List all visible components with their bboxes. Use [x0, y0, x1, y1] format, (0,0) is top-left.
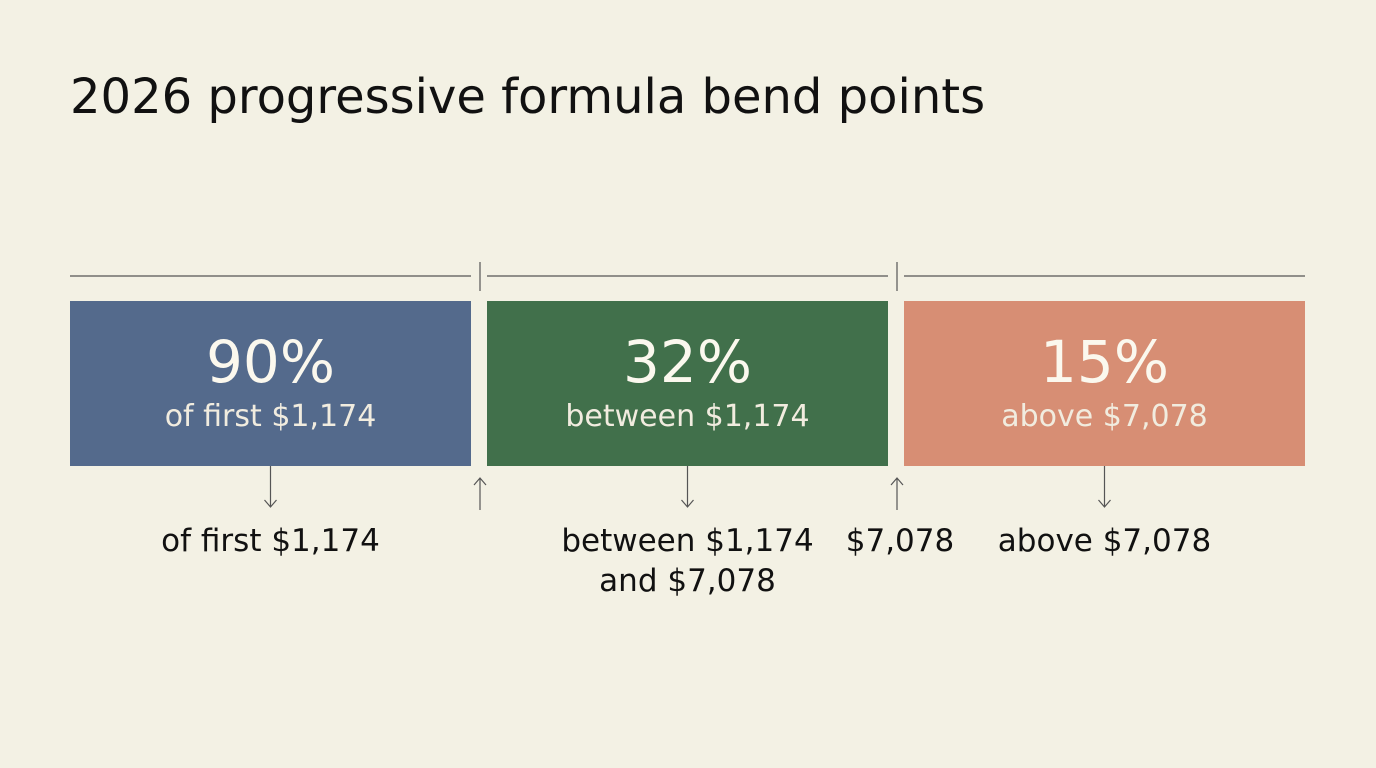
down-arrow [264, 466, 277, 508]
segment-caption: of first $1,174 [161, 523, 380, 559]
segment-percent: 32% [623, 328, 752, 396]
segment-caption: and $7,078 [599, 563, 776, 599]
down-arrow [1098, 466, 1111, 508]
segment-label: above $7,078 [1001, 399, 1208, 434]
segment-box [70, 301, 471, 466]
up-arrow [473, 477, 487, 510]
segment-label: of first $1,174 [165, 399, 377, 434]
segment-caption: above $7,078 [998, 523, 1211, 559]
up-arrow [890, 477, 904, 510]
segment-percent: 15% [1040, 328, 1169, 396]
down-arrow [681, 466, 694, 508]
segment-box [904, 301, 1305, 466]
bend-point-label: $7,078 [846, 523, 954, 559]
segment-caption: between $1,174 [561, 523, 813, 559]
segment-box [487, 301, 888, 466]
title: 2026 progressive formula bend points [70, 69, 985, 125]
segment-percent: 90% [206, 328, 335, 396]
segment-label: between $1,174 [565, 399, 809, 434]
